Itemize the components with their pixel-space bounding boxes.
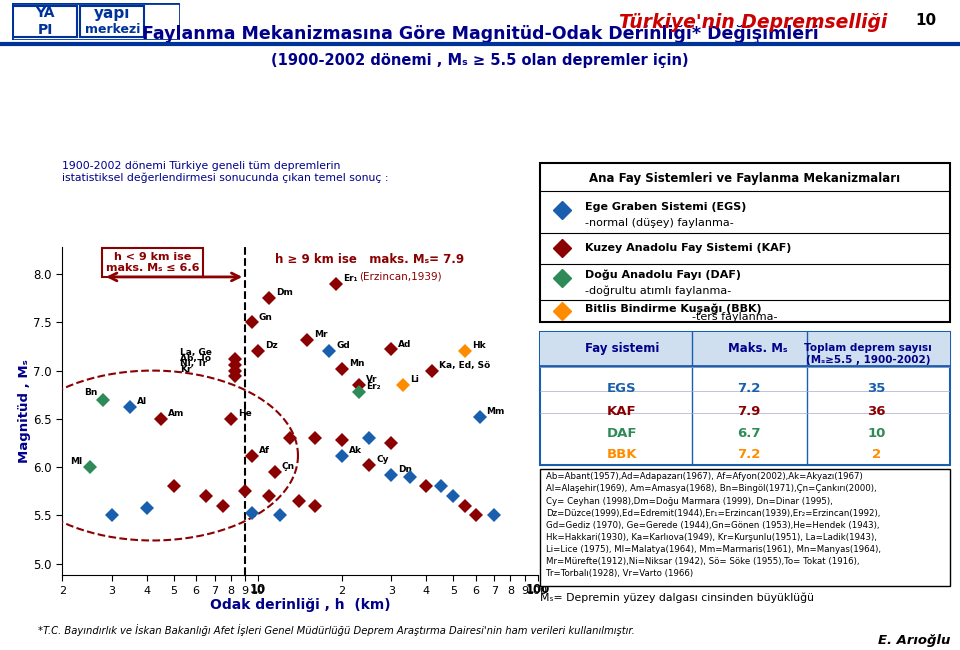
Text: Bitlis Bindirme Kuşağı (BBK): Bitlis Bindirme Kuşağı (BBK) bbox=[585, 304, 761, 314]
Text: Kuzey Anadolu Fay Sistemi (KAF): Kuzey Anadolu Fay Sistemi (KAF) bbox=[585, 244, 791, 254]
Text: Dn: Dn bbox=[398, 465, 412, 474]
Text: Cy: Cy bbox=[376, 456, 389, 464]
Text: DAF: DAF bbox=[607, 427, 636, 440]
Text: Ka, Ed, Sö: Ka, Ed, Sö bbox=[439, 361, 491, 370]
Text: Kr: Kr bbox=[180, 365, 191, 374]
Text: h ≥ 9 km ise   maks. Mₛ= 7.9: h ≥ 9 km ise maks. Mₛ= 7.9 bbox=[275, 253, 464, 266]
Text: 10: 10 bbox=[915, 13, 936, 28]
Text: Ak: Ak bbox=[349, 446, 362, 455]
Text: Ab, To: Ab, To bbox=[180, 354, 210, 363]
Text: Af: Af bbox=[258, 446, 270, 455]
Text: h < 9 km ise
maks. Mₛ ≤ 6.6: h < 9 km ise maks. Mₛ ≤ 6.6 bbox=[106, 252, 200, 273]
Text: Faylanma Mekanizmasına Göre Magnitüd-Odak Derinliği* Değişimleri: Faylanma Mekanizmasına Göre Magnitüd-Oda… bbox=[142, 25, 818, 43]
X-axis label: Odak derinliği , h  (km): Odak derinliği , h (km) bbox=[209, 599, 391, 612]
Text: 6.7: 6.7 bbox=[737, 427, 761, 440]
Text: He: He bbox=[238, 409, 252, 418]
Text: Er₁: Er₁ bbox=[343, 274, 357, 283]
Text: 100: 100 bbox=[525, 583, 550, 596]
Text: Li: Li bbox=[410, 375, 419, 384]
Text: 7.9: 7.9 bbox=[737, 405, 760, 418]
Bar bbox=[81, 6, 144, 37]
Text: La, Ge: La, Ge bbox=[180, 348, 211, 357]
Text: Al: Al bbox=[137, 398, 148, 406]
Text: Maks. Mₛ: Maks. Mₛ bbox=[728, 343, 787, 356]
Text: Ad: Ad bbox=[398, 339, 412, 348]
Text: Mn: Mn bbox=[349, 359, 365, 368]
Text: -ters faylanma-: -ters faylanma- bbox=[691, 312, 777, 322]
Text: -normal (düşey) faylanma-: -normal (düşey) faylanma- bbox=[585, 218, 733, 228]
Text: KAF: KAF bbox=[607, 405, 636, 418]
Text: 10: 10 bbox=[250, 583, 266, 596]
Text: Çn: Çn bbox=[282, 462, 295, 471]
Text: Ab=Abant(1957),Ad=Adapazarı(1967), Af=Afyon(2002),Ak=Akyazı(1967)
Al=Alaşehir(19: Ab=Abant(1957),Ad=Adapazarı(1967), Af=Af… bbox=[545, 472, 880, 578]
Text: Dz: Dz bbox=[265, 341, 277, 350]
Bar bbox=[13, 6, 77, 37]
Text: Doğu Anadolu Fayı (DAF): Doğu Anadolu Fayı (DAF) bbox=[585, 270, 741, 280]
Text: 36: 36 bbox=[867, 405, 886, 418]
Text: Er₂: Er₂ bbox=[366, 382, 381, 391]
Text: EGS: EGS bbox=[607, 382, 636, 395]
Text: Vr: Vr bbox=[366, 375, 377, 384]
Text: *T.C. Bayındırlık ve İskan Bakanlığı Afet İşleri Genel Müdürlüğü Deprem Araştırm: *T.C. Bayındırlık ve İskan Bakanlığı Afe… bbox=[38, 624, 636, 636]
Text: E. Arıoğlu: E. Arıoğlu bbox=[878, 634, 950, 647]
Text: Ege Graben Sistemi (EGS): Ege Graben Sistemi (EGS) bbox=[585, 202, 746, 212]
Text: Mr: Mr bbox=[314, 330, 327, 339]
Bar bbox=[540, 332, 950, 366]
Y-axis label: Magnitüd , Mₛ: Magnitüd , Mₛ bbox=[17, 359, 31, 463]
Text: Hk: Hk bbox=[472, 341, 486, 350]
Text: Ana Fay Sistemleri ve Faylanma Mekanizmaları: Ana Fay Sistemleri ve Faylanma Mekanizma… bbox=[589, 172, 900, 185]
Text: Am: Am bbox=[168, 409, 184, 418]
Text: 35: 35 bbox=[867, 382, 886, 395]
Text: Fay sistemi: Fay sistemi bbox=[585, 343, 659, 356]
Text: Gd: Gd bbox=[336, 341, 350, 350]
Text: YA: YA bbox=[36, 6, 55, 20]
Text: Bn: Bn bbox=[84, 388, 97, 397]
Text: Mm: Mm bbox=[487, 407, 505, 416]
Text: Gn: Gn bbox=[258, 313, 273, 322]
Text: 1900-2002 dönemi Türkiye geneli tüm depremlerin
istatistiksel değerlendirmesi so: 1900-2002 dönemi Türkiye geneli tüm depr… bbox=[62, 161, 389, 183]
Text: PI: PI bbox=[37, 23, 53, 37]
Text: Toplam deprem sayısı
(Mₛ≥5.5 , 1900-2002): Toplam deprem sayısı (Mₛ≥5.5 , 1900-2002… bbox=[804, 343, 932, 365]
Text: (Erzincan,1939): (Erzincan,1939) bbox=[359, 272, 442, 282]
Text: 2: 2 bbox=[872, 448, 881, 461]
Text: Mₛ= Depremin yüzey dalgası cinsinden büyüklüğü: Mₛ= Depremin yüzey dalgası cinsinden büy… bbox=[540, 593, 813, 603]
Text: -doğrultu atımlı faylanma-: -doğrultu atımlı faylanma- bbox=[585, 285, 731, 296]
Text: yapı: yapı bbox=[94, 6, 131, 21]
Text: merkezi: merkezi bbox=[84, 23, 140, 36]
Text: (1900-2002 dönemi , Mₛ ≥ 5.5 olan depremler için): (1900-2002 dönemi , Mₛ ≥ 5.5 olan deprem… bbox=[271, 53, 689, 68]
Text: Ni, Tr: Ni, Tr bbox=[180, 359, 206, 369]
Text: 10: 10 bbox=[867, 427, 886, 440]
Text: 7.2: 7.2 bbox=[737, 448, 760, 461]
Text: Dm: Dm bbox=[276, 289, 294, 298]
Text: 7.2: 7.2 bbox=[737, 382, 760, 395]
Text: BBK: BBK bbox=[607, 448, 636, 461]
Text: Türkiye'nin Depremselliği: Türkiye'nin Depremselliği bbox=[619, 13, 887, 32]
Text: Ml: Ml bbox=[70, 458, 83, 466]
